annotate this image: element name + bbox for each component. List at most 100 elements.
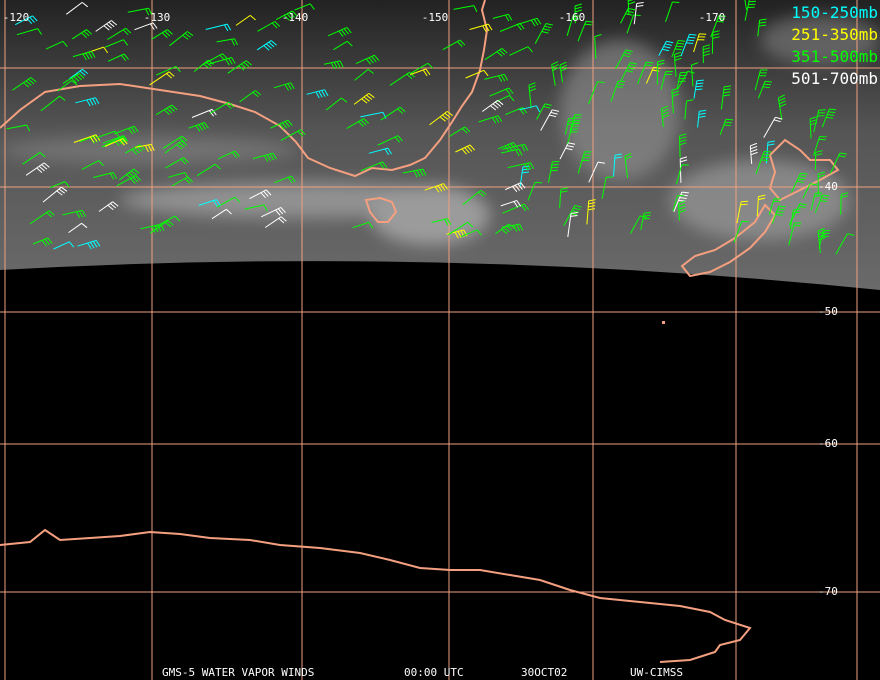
wind-barb (256, 40, 277, 51)
wind-barb (448, 126, 471, 137)
wind-barb (71, 29, 93, 40)
wind-barb (671, 87, 680, 114)
wind-barb (720, 85, 732, 110)
wind-barb (744, 0, 747, 10)
wind-barb (809, 116, 818, 139)
wind-barb (710, 15, 726, 38)
legend-entry: 501-700mb (791, 69, 878, 88)
wind-barb (149, 71, 175, 86)
wind-barb (629, 215, 648, 234)
wind-barb (368, 147, 392, 156)
wind-barb (679, 133, 687, 158)
wind-barb (360, 161, 388, 172)
wind-barb (447, 221, 474, 236)
wind-barb (551, 61, 560, 86)
wind-barb (559, 61, 568, 83)
wind-barb (217, 150, 240, 160)
wind-barb (495, 223, 515, 235)
labels: -120 -130 -140 -150 -160 -170 -40 -50 -6… (3, 11, 838, 679)
wind-barb (817, 171, 826, 196)
wind-barb (140, 223, 165, 233)
wind-barb (574, 3, 582, 24)
wind-barb (113, 125, 139, 135)
wind-barb (504, 182, 526, 193)
wind-barb (569, 114, 582, 132)
longitude-label: -120 (3, 11, 30, 24)
wind-barb (81, 160, 104, 170)
wind-barb (72, 51, 96, 61)
wind-barb (509, 46, 533, 56)
wind-barb (402, 168, 427, 178)
wind-barb (134, 22, 158, 31)
wind-barb (640, 212, 652, 230)
wind-barb (626, 14, 641, 34)
coastlines (0, 0, 840, 663)
wind-barb (482, 99, 504, 112)
wind-barb (507, 162, 535, 171)
wind-barb (333, 40, 353, 51)
legend-entry: 351-500mb (791, 47, 878, 66)
wind-barb (586, 199, 596, 225)
footer-time: 00:00 UTC (404, 666, 464, 679)
wind-barb (755, 150, 772, 175)
wind-barb (637, 61, 654, 85)
wind-barb (429, 111, 454, 126)
longitude-label: -130 (144, 11, 171, 24)
wind-barb (814, 194, 830, 213)
wind-barb (675, 164, 689, 185)
latitude-label: -70 (818, 585, 838, 598)
wind-barb (693, 33, 707, 53)
wind-barb (665, 1, 680, 22)
wind-barb (191, 108, 217, 118)
wind-barb (16, 28, 42, 36)
wind-barb (306, 89, 329, 99)
wind-barb (62, 209, 87, 219)
wind-barb (691, 62, 699, 87)
wind-barb (446, 229, 468, 239)
wind-barb (98, 201, 119, 212)
wind-barb (594, 34, 602, 59)
wind-barb (323, 60, 344, 70)
wind-barb (567, 212, 578, 238)
wind-barb (270, 119, 293, 130)
wind-barb (620, 7, 636, 24)
wind-barb (107, 27, 132, 40)
wind-barb (620, 62, 638, 81)
longitude-label: -140 (282, 11, 309, 24)
wind-barb (498, 142, 518, 152)
wind-barb (353, 92, 375, 105)
wind-barb (62, 72, 85, 84)
wind-barb (209, 101, 235, 114)
wind-barb (77, 239, 101, 250)
wind-barb (107, 53, 129, 62)
wind-barb (536, 103, 552, 120)
wind-barb (389, 71, 415, 86)
wind-barb (673, 51, 682, 77)
wind-barb (327, 26, 352, 37)
wind-barb (118, 168, 140, 181)
wind-barb (410, 68, 431, 77)
wind-barb (14, 15, 38, 26)
wind-barb (672, 195, 685, 212)
wind-barb (380, 106, 406, 121)
wind-barb (817, 227, 826, 253)
wind-barb (22, 151, 46, 165)
wind-barb (264, 216, 287, 228)
wind-barb (680, 33, 697, 57)
wind-barb (273, 82, 295, 91)
wind-barb (196, 163, 221, 177)
wind-barb (211, 208, 232, 220)
wind-barb (733, 220, 749, 243)
wind-barb (45, 40, 68, 50)
wind-barb (693, 79, 704, 99)
wind-barb (57, 80, 78, 92)
wind-barb (566, 15, 581, 36)
wind-barb (768, 198, 782, 215)
wind-barb (355, 54, 380, 65)
wind-barb (42, 186, 68, 203)
wind-barb (565, 117, 576, 135)
antarctica-coast (0, 528, 752, 663)
wind-barb (66, 1, 89, 15)
